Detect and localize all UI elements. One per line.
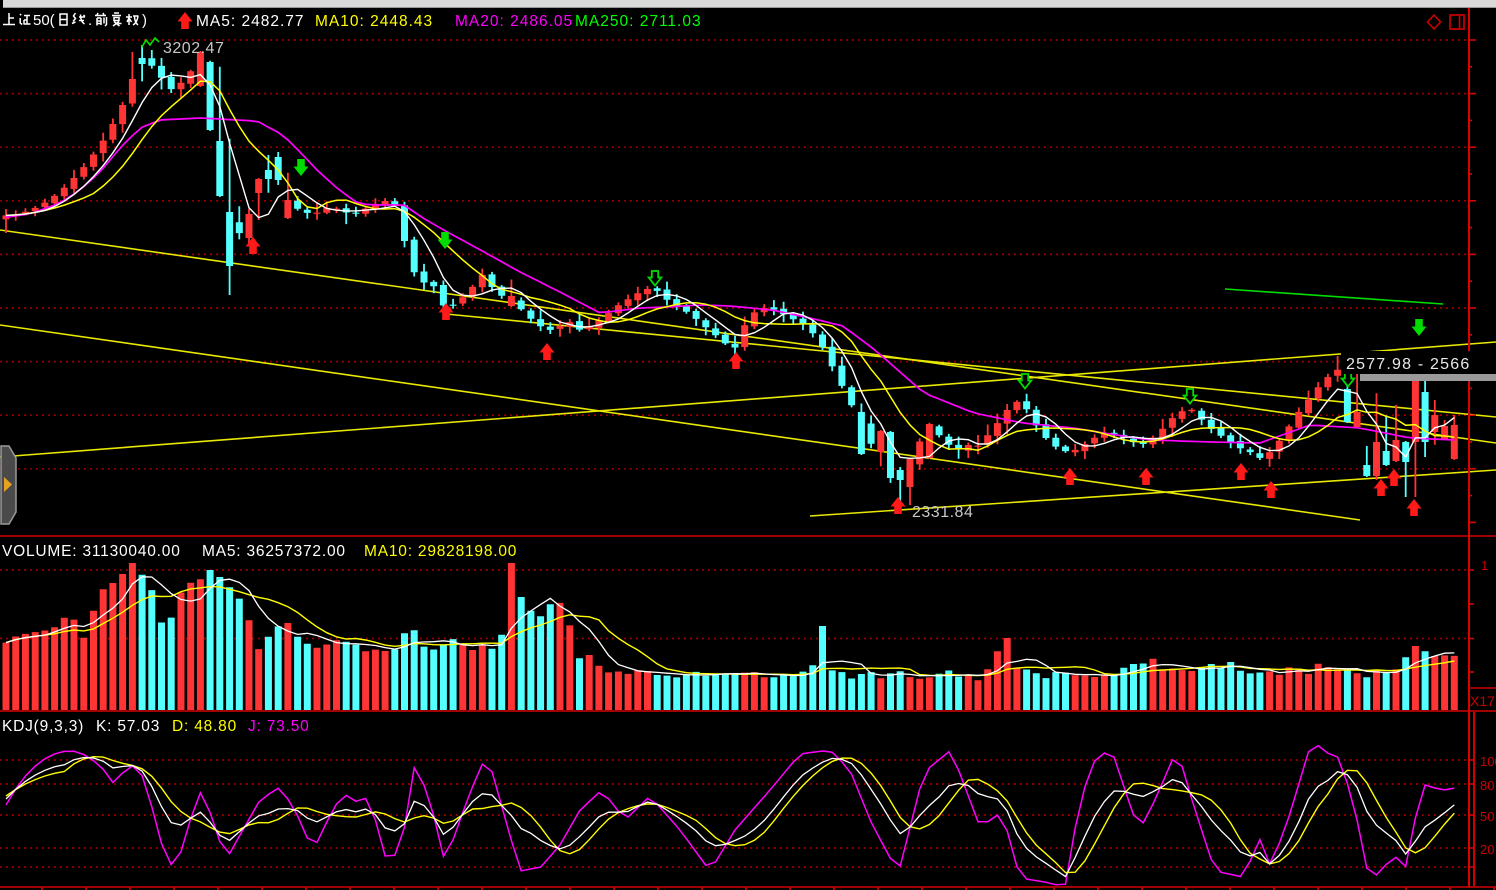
svg-text:X17: X17 [1470, 693, 1495, 709]
svg-text:2331.84: 2331.84 [912, 504, 973, 521]
svg-text:2577.98 - 2566: 2577.98 - 2566 [1346, 356, 1470, 373]
svg-text:.: . [88, 12, 92, 29]
svg-text:MA250: 2711.03: MA250: 2711.03 [575, 13, 702, 30]
svg-text:MA10: 2448.43: MA10: 2448.43 [315, 13, 433, 30]
svg-text:KDJ(9,3,3): KDJ(9,3,3) [2, 718, 84, 735]
svg-text:): ) [142, 12, 147, 29]
svg-text:100: 100 [1480, 754, 1496, 769]
svg-text:80: 80 [1480, 778, 1494, 793]
svg-text:MA10: 29828198.00: MA10: 29828198.00 [364, 543, 517, 560]
svg-text:50(: 50( [33, 12, 55, 29]
svg-text:MA5: 36257372.00: MA5: 36257372.00 [202, 543, 346, 560]
svg-text:K: 57.03: K: 57.03 [96, 718, 160, 735]
svg-text:20: 20 [1480, 842, 1494, 857]
svg-text:D: 48.80: D: 48.80 [172, 718, 237, 735]
svg-text:50: 50 [1480, 809, 1494, 824]
svg-text:VOLUME: 31130040.00: VOLUME: 31130040.00 [2, 543, 181, 560]
svg-text:MA5: 2482.77: MA5: 2482.77 [196, 13, 305, 30]
svg-text:MA20: 2486.05: MA20: 2486.05 [455, 13, 573, 30]
svg-text:J: 73.50: J: 73.50 [248, 718, 310, 735]
svg-text:3202.47: 3202.47 [163, 40, 224, 57]
svg-text:1: 1 [1481, 558, 1488, 573]
